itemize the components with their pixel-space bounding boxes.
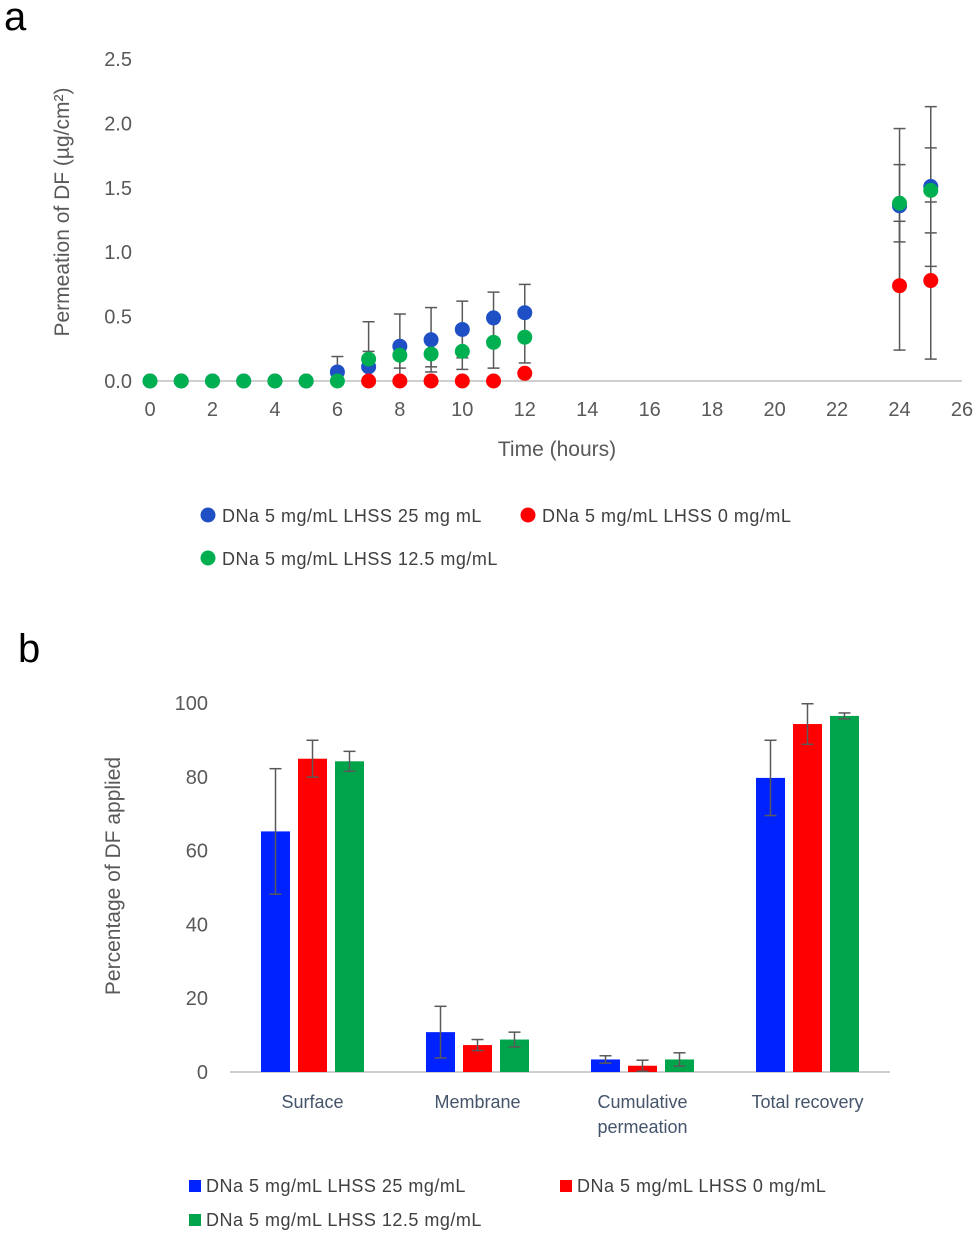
x-tick-label: 26	[951, 399, 973, 421]
data-point-series-3	[392, 347, 408, 363]
y-tick-label: 2.0	[104, 113, 132, 135]
bar-chart: 0 20 40 60 80 100 Surface Membrane Cumulative per…	[175, 693, 890, 1137]
category-label: Total recovery	[751, 1092, 863, 1112]
bar-ylabel: Percentage of DF applied	[102, 757, 125, 995]
scatter-ylabel: Permeation of DF (µg/cm²)	[51, 88, 74, 337]
legend-marker-series-1	[200, 507, 216, 523]
data-point-series-2	[423, 373, 439, 389]
data-point-series-2	[392, 373, 408, 389]
data-point-series-2	[454, 373, 470, 389]
y-tick-label: 60	[186, 841, 208, 863]
data-point-series-3	[204, 373, 220, 389]
category-label-line: permeation	[597, 1117, 687, 1137]
data-point-series-3	[517, 329, 533, 345]
x-tick-label: 18	[701, 399, 723, 421]
data-point-series-3	[173, 373, 189, 389]
x-tick-label: 0	[144, 399, 155, 421]
legend-swatch-series-2	[560, 1180, 572, 1192]
y-tick-label: 0.0	[104, 371, 132, 393]
bar-series-2	[793, 724, 822, 1072]
scatter-xlabel: Time (hours)	[498, 438, 616, 461]
category-label-line: Surface	[281, 1092, 343, 1112]
y-tick-label: 0	[197, 1062, 208, 1084]
y-tick-label: 2.5	[104, 49, 132, 71]
legend-marker-series-2	[520, 507, 536, 523]
y-tick-label: 100	[175, 693, 208, 715]
data-point-series-2	[486, 373, 502, 389]
x-tick-label: 14	[576, 399, 598, 421]
x-tick-label: 2	[207, 399, 218, 421]
y-tick-label: 1.5	[104, 178, 132, 200]
bar-series-3	[335, 761, 364, 1072]
data-point-series-3	[298, 373, 314, 389]
data-point-series-1	[517, 305, 533, 321]
legend-marker-series-3	[200, 550, 216, 566]
legend-label-series-2: DNa 5 mg/mL LHSS 0 mg/mL	[542, 506, 791, 526]
data-point-series-3	[486, 334, 502, 350]
data-point-series-3	[454, 343, 470, 359]
x-tick-label: 16	[639, 399, 661, 421]
legend-swatch-series-1	[189, 1180, 201, 1192]
data-point-series-2	[892, 278, 908, 294]
data-point-series-3	[329, 373, 345, 389]
bar-series-3	[830, 715, 859, 1072]
bar-legend: DNa 5 mg/mL LHSS 25 mg/mL DNa 5 mg/mL LHS…	[189, 1176, 826, 1230]
category-label-line: Total recovery	[751, 1092, 863, 1112]
x-tick-label: 22	[826, 399, 848, 421]
category-label: Membrane	[434, 1092, 520, 1112]
scatter-legend: DNa 5 mg/mL LHSS 25 mg mL DNa 5 mg/mL LHS…	[200, 506, 791, 569]
category-label-line: Cumulative	[597, 1092, 687, 1112]
category-label: Surface	[281, 1092, 343, 1112]
y-tick-label: 20	[186, 988, 208, 1010]
data-point-series-3	[142, 373, 158, 389]
y-tick-label: 1.0	[104, 242, 132, 264]
x-tick-label: 12	[514, 399, 536, 421]
x-tick-label: 24	[888, 399, 910, 421]
legend-label-series-1: DNa 5 mg/mL LHSS 25 mg mL	[222, 506, 482, 526]
bar-series-2	[298, 758, 327, 1072]
x-tick-label: 20	[763, 399, 785, 421]
category-label-line: Membrane	[434, 1092, 520, 1112]
data-point-series-2	[923, 273, 939, 289]
y-tick-label: 80	[186, 767, 208, 789]
x-tick-label: 4	[269, 399, 280, 421]
scatter-chart: 0 2 4 6 8 10 12 14 16 18 20 22 24 260.00.51.01.52.02.…	[104, 49, 973, 421]
y-tick-label: 0.5	[104, 307, 132, 329]
data-point-series-3	[361, 351, 377, 367]
legend-label-series-1: DNa 5 mg/mL LHSS 25 mg/mL	[206, 1176, 466, 1196]
data-point-series-1	[423, 332, 439, 348]
panel-b-label: b	[18, 627, 40, 671]
data-point-series-2	[361, 373, 377, 389]
data-point-series-3	[923, 182, 939, 198]
data-point-series-2	[517, 365, 533, 381]
data-point-series-3	[423, 346, 439, 362]
y-tick-label: 40	[186, 914, 208, 936]
x-tick-label: 8	[394, 399, 405, 421]
data-point-series-3	[892, 195, 908, 211]
data-point-series-1	[454, 321, 470, 337]
legend-label-series-3: DNa 5 mg/mL LHSS 12.5 mg/mL	[206, 1210, 482, 1230]
data-point-series-3	[267, 373, 283, 389]
x-tick-label: 10	[451, 399, 473, 421]
legend-label-series-3: DNa 5 mg/mL LHSS 12.5 mg/mL	[222, 549, 498, 569]
legend-swatch-series-3	[189, 1214, 201, 1226]
category-label: Cumulative permeation	[597, 1092, 687, 1137]
x-tick-label: 6	[332, 399, 343, 421]
panel-a-label: a	[4, 0, 27, 39]
bar-series-1	[756, 777, 785, 1072]
legend-label-series-2: DNa 5 mg/mL LHSS 0 mg/mL	[577, 1176, 826, 1196]
data-point-series-1	[486, 310, 502, 326]
bar-series-1	[591, 1059, 620, 1072]
data-point-series-3	[236, 373, 252, 389]
